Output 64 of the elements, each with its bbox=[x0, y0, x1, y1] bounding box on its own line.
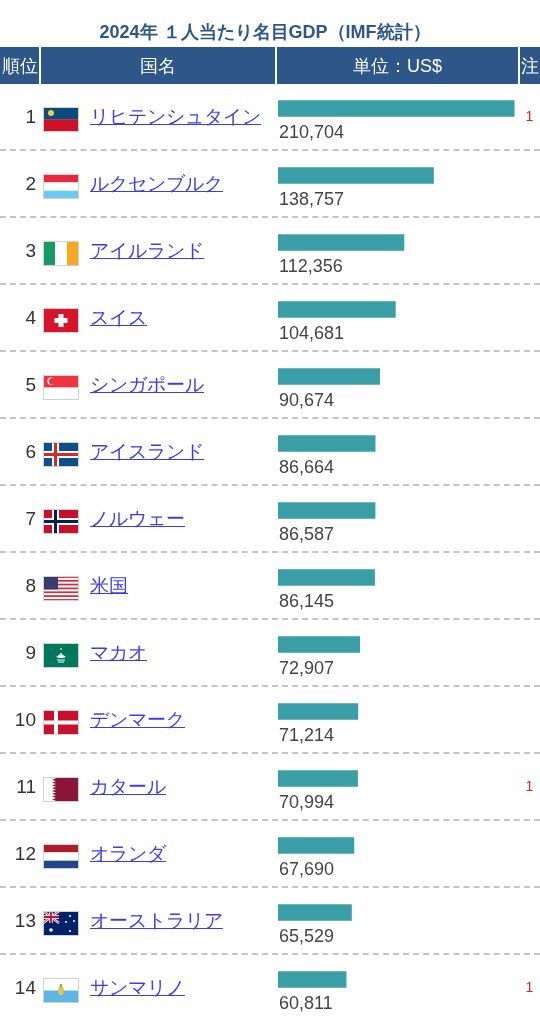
bar bbox=[278, 234, 405, 251]
text: 順位 bbox=[1, 54, 38, 78]
text: 1 bbox=[525, 778, 534, 794]
x-axis-title: 単位：US$ bbox=[352, 54, 442, 78]
bar bbox=[278, 770, 358, 787]
bar bbox=[278, 837, 355, 854]
text: 6 bbox=[25, 441, 36, 462]
data-label: 112,356 bbox=[279, 256, 343, 277]
y-tick-label: スイス bbox=[90, 307, 147, 328]
y-tick-label: アイスランド bbox=[90, 441, 204, 462]
text: 13 bbox=[14, 910, 36, 931]
chart-title: 2024年 １人当たり名目GDP（IMF統計） bbox=[99, 22, 431, 42]
bar bbox=[278, 636, 361, 653]
bar bbox=[278, 100, 515, 117]
text: 11 bbox=[16, 776, 36, 797]
y-tick-label: ルクセンブルク bbox=[90, 173, 223, 194]
y-tick-label: ノルウェー bbox=[90, 508, 185, 529]
text: 1 bbox=[525, 979, 534, 995]
text: 8 bbox=[25, 575, 36, 596]
data-label: 65,529 bbox=[279, 926, 335, 947]
text: 14 bbox=[14, 977, 36, 998]
data-label: 90,674 bbox=[279, 390, 335, 411]
text: 注 bbox=[521, 54, 539, 78]
bar bbox=[278, 167, 434, 184]
data-label: 60,811 bbox=[279, 993, 333, 1014]
data-label: 138,757 bbox=[279, 189, 345, 210]
y-tick-label: シンガポール bbox=[90, 374, 204, 395]
data-label: 71,214 bbox=[279, 725, 335, 746]
data-label: 72,907 bbox=[279, 658, 335, 679]
data-label: 210,704 bbox=[279, 122, 345, 143]
text: 4 bbox=[25, 307, 36, 328]
y-tick-label: マカオ bbox=[90, 642, 147, 663]
bar bbox=[278, 703, 359, 720]
bar bbox=[278, 301, 396, 318]
y-tick-label: 米国 bbox=[90, 575, 128, 596]
bar bbox=[278, 971, 347, 988]
bar bbox=[278, 569, 375, 586]
text: 5 bbox=[25, 374, 36, 395]
text: 12 bbox=[14, 843, 36, 864]
data-label: 67,690 bbox=[279, 859, 335, 880]
data-label: 86,587 bbox=[279, 524, 335, 545]
y-axis-title: 国名 bbox=[140, 54, 176, 78]
y-tick-label: カタール bbox=[90, 776, 166, 797]
bar bbox=[278, 904, 352, 921]
text: 3 bbox=[25, 240, 36, 261]
text: 1 bbox=[525, 108, 534, 124]
bar bbox=[278, 368, 380, 385]
data-label: 104,681 bbox=[279, 323, 345, 344]
data-label: 86,664 bbox=[279, 457, 335, 478]
y-tick-label: デンマーク bbox=[90, 709, 185, 730]
text: 1 bbox=[25, 106, 36, 127]
y-tick-label: リヒテンシュタイン bbox=[90, 106, 261, 127]
y-tick-label: オーストラリア bbox=[90, 910, 223, 931]
data-label: 86,145 bbox=[279, 591, 335, 612]
bar bbox=[278, 435, 376, 452]
y-tick-label: オランダ bbox=[90, 843, 166, 864]
text: 7 bbox=[25, 508, 36, 529]
bar bbox=[278, 502, 376, 519]
text: 2 bbox=[25, 173, 36, 194]
data-label: 70,994 bbox=[279, 792, 335, 813]
y-tick-label: アイルランド bbox=[90, 240, 204, 261]
y-tick-label: サンマリノ bbox=[90, 977, 185, 998]
text: 10 bbox=[14, 709, 36, 730]
text: 9 bbox=[25, 642, 36, 663]
